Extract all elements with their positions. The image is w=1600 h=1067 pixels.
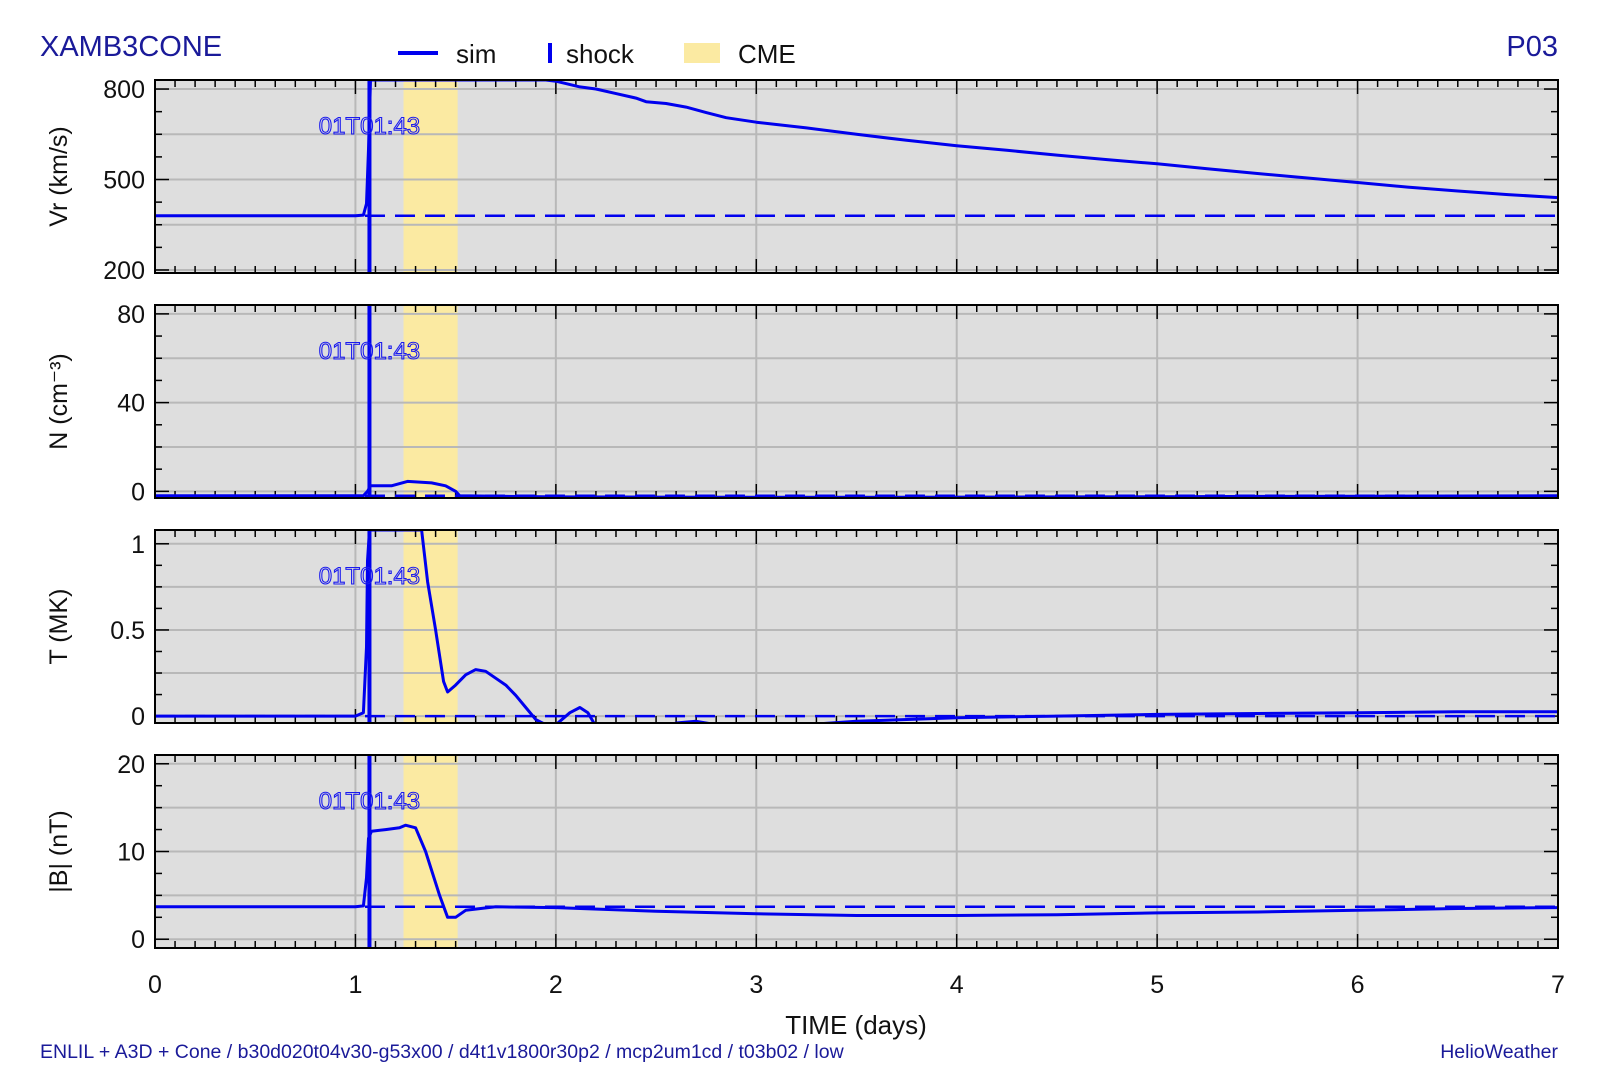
sim-series-line (155, 80, 1558, 218)
panel-background (155, 530, 1558, 723)
panel-frame (154, 754, 1559, 949)
panel-2: 01T01:43 0 40 80 N (cm⁻³) (45, 301, 1559, 506)
shock-time-label: 01T01:43 (319, 338, 420, 365)
y-tick-label: 0 (131, 478, 145, 506)
run-name-title: XAMB3CONE (40, 31, 222, 63)
legend-shock-swatch (548, 43, 552, 63)
y-tick-label: 40 (117, 390, 145, 418)
shock-time-label: 01T01:43 (319, 563, 420, 590)
y-tick-label: 0 (131, 926, 145, 954)
legend-cme-swatch (684, 43, 720, 63)
y-tick-label: 0 (131, 703, 145, 731)
y-axis-label: |B| (nT) (45, 810, 73, 892)
legend-shock-label: shock (566, 39, 635, 69)
legend-cme-label: CME (738, 39, 796, 69)
panel-frame (154, 79, 1559, 274)
shock-time-label: 01T01:43 (319, 788, 420, 815)
x-tick-label: 3 (749, 971, 763, 999)
y-axis-label: N (cm⁻³) (45, 353, 73, 450)
panel-background (155, 305, 1558, 498)
y-tick-label: 80 (117, 301, 145, 329)
y-tick-label: 0.5 (110, 617, 145, 645)
footer-run-info: ENLIL + A3D + Cone / b30d020t04v30-g53x0… (40, 1041, 845, 1063)
x-tick-label: 4 (950, 971, 964, 999)
y-tick-label: 1 (131, 531, 145, 559)
sim-series-line (155, 530, 1558, 723)
cme-span (403, 80, 458, 273)
legend: sim shock CME (398, 39, 796, 69)
panel-1: 01T01:43 200 500 800 Vr (km/s) (45, 76, 1559, 285)
panel-frame (154, 529, 1559, 724)
x-axis-label: TIME (days) (785, 1010, 927, 1040)
x-tick-label: 0 (148, 971, 162, 999)
cme-span (403, 530, 458, 723)
x-tick-label: 7 (1551, 971, 1565, 999)
panel-frame (154, 304, 1559, 499)
y-tick-label: 20 (117, 751, 145, 779)
x-tick-label: 2 (549, 971, 563, 999)
y-tick-label: 200 (103, 257, 145, 285)
shock-time-label: 01T01:43 (319, 113, 420, 140)
cme-span (403, 305, 458, 498)
panel-3: 01T01:43 0 0.5 1 T (MK) (45, 529, 1559, 731)
x-tick-label: 5 (1150, 971, 1164, 999)
sim-series-line (155, 479, 1558, 498)
y-axis-label: T (MK) (45, 589, 73, 665)
footer-brand: HelioWeather (1440, 1041, 1558, 1063)
y-tick-label: 10 (117, 839, 145, 867)
y-tick-label: 800 (103, 76, 145, 104)
panel-id-label: P03 (1506, 31, 1558, 63)
y-axis-label: Vr (km/s) (45, 126, 73, 226)
x-tick-label: 6 (1351, 971, 1365, 999)
panel-4: 01T01:43 0 10 20 |B| (nT) (45, 751, 1559, 954)
panel-background (155, 80, 1558, 273)
legend-sim-label: sim (456, 39, 496, 69)
x-tick-label: 1 (348, 971, 362, 999)
y-tick-label: 500 (103, 167, 145, 195)
x-axis: 0 1 2 3 4 5 6 7 (148, 971, 1565, 999)
